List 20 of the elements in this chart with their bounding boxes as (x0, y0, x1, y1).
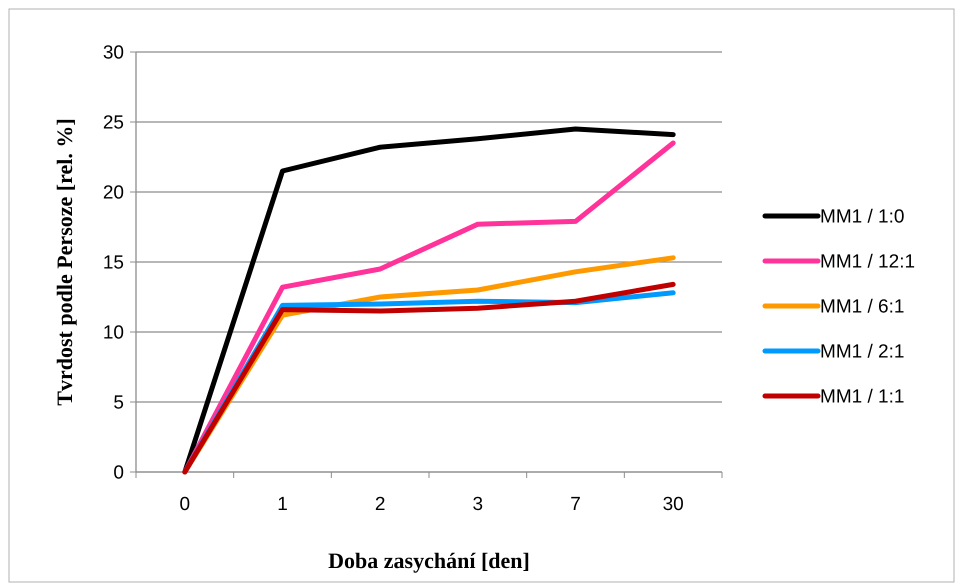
legend-label: MM1 / 2:1 (820, 342, 904, 363)
x-tick-label: 0 (180, 494, 190, 515)
x-tick-label: 3 (472, 494, 484, 515)
y-tick-label: 10 (102, 322, 124, 344)
legend-label: MM1 / 1:1 (820, 386, 904, 408)
legend-label: MM1 / 6:1 (820, 296, 904, 318)
y-tick-label: 25 (102, 112, 124, 134)
x-tick-label: 2 (374, 494, 386, 515)
y-tick-label: 15 (102, 252, 124, 274)
y-tick-label: 30 (102, 42, 124, 64)
y-tick-label: 0 (113, 462, 124, 484)
x-tick-label: 1 (277, 494, 288, 515)
y-tick-label: 5 (113, 392, 124, 414)
x-tick-label: 7 (570, 494, 581, 515)
legend-label: MM1 / 1:0 (820, 206, 904, 228)
x-tick-label: 30 (662, 494, 684, 515)
legend-label: MM1 / 12:1 (820, 252, 916, 273)
x-axis-title: Doba zasychání [den] (328, 548, 530, 573)
y-axis-title: Tvrdost podle Persoze [rel. %] (52, 118, 77, 406)
y-tick-label: 20 (102, 182, 124, 204)
